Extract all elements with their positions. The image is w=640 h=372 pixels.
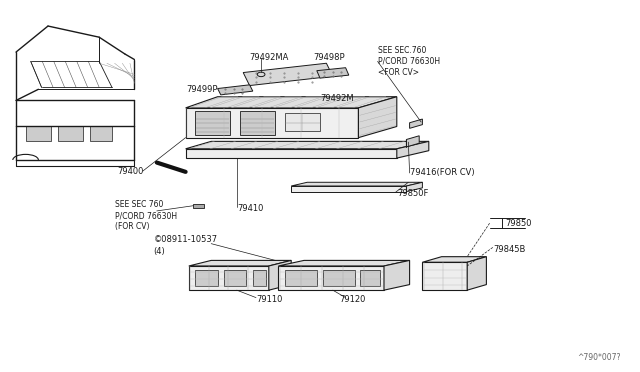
- Text: ^790*007?: ^790*007?: [577, 353, 621, 362]
- Polygon shape: [278, 260, 410, 266]
- Text: 79416(FOR CV): 79416(FOR CV): [410, 169, 474, 177]
- Polygon shape: [358, 97, 397, 138]
- Polygon shape: [186, 141, 429, 149]
- Text: SEE SEC.760
P/CORD 76630H
<FOR CV>: SEE SEC.760 P/CORD 76630H <FOR CV>: [378, 46, 440, 77]
- Polygon shape: [218, 85, 253, 95]
- Polygon shape: [26, 126, 51, 141]
- Polygon shape: [189, 260, 291, 266]
- Text: 79850F: 79850F: [397, 189, 428, 198]
- Text: 79498P: 79498P: [314, 53, 345, 62]
- Polygon shape: [360, 270, 380, 286]
- Polygon shape: [186, 108, 358, 138]
- Polygon shape: [240, 111, 275, 135]
- Text: 79499P: 79499P: [186, 85, 218, 94]
- Polygon shape: [406, 182, 422, 192]
- Polygon shape: [195, 111, 230, 135]
- Polygon shape: [410, 119, 422, 128]
- Text: 79492M: 79492M: [320, 94, 354, 103]
- Polygon shape: [278, 266, 384, 290]
- Text: 79400: 79400: [118, 167, 144, 176]
- Text: 79850: 79850: [506, 219, 532, 228]
- Text: 79120: 79120: [339, 295, 365, 304]
- Text: 79845B: 79845B: [493, 245, 525, 254]
- Text: ©08911-10537
(4): ©08911-10537 (4): [154, 235, 218, 256]
- Polygon shape: [269, 260, 291, 290]
- Polygon shape: [253, 270, 266, 286]
- Polygon shape: [193, 204, 204, 208]
- Polygon shape: [384, 260, 410, 290]
- Polygon shape: [285, 113, 320, 131]
- Polygon shape: [406, 136, 419, 147]
- Text: 79492MA: 79492MA: [250, 53, 289, 62]
- Polygon shape: [422, 257, 486, 262]
- Polygon shape: [397, 141, 429, 158]
- Polygon shape: [186, 97, 397, 108]
- Polygon shape: [317, 68, 349, 78]
- Text: 79110: 79110: [256, 295, 282, 304]
- Polygon shape: [323, 270, 355, 286]
- Polygon shape: [291, 182, 422, 186]
- Polygon shape: [285, 270, 317, 286]
- Text: 79410: 79410: [237, 204, 263, 213]
- Polygon shape: [90, 126, 112, 141]
- Polygon shape: [195, 270, 218, 286]
- Polygon shape: [58, 126, 83, 141]
- Polygon shape: [189, 266, 269, 290]
- Polygon shape: [186, 149, 397, 158]
- Text: SEE SEC 760
P/CORD 76630H
(FOR CV): SEE SEC 760 P/CORD 76630H (FOR CV): [115, 200, 177, 231]
- Polygon shape: [291, 186, 406, 192]
- Polygon shape: [467, 257, 486, 290]
- Polygon shape: [243, 63, 333, 86]
- Polygon shape: [422, 262, 467, 290]
- Polygon shape: [224, 270, 246, 286]
